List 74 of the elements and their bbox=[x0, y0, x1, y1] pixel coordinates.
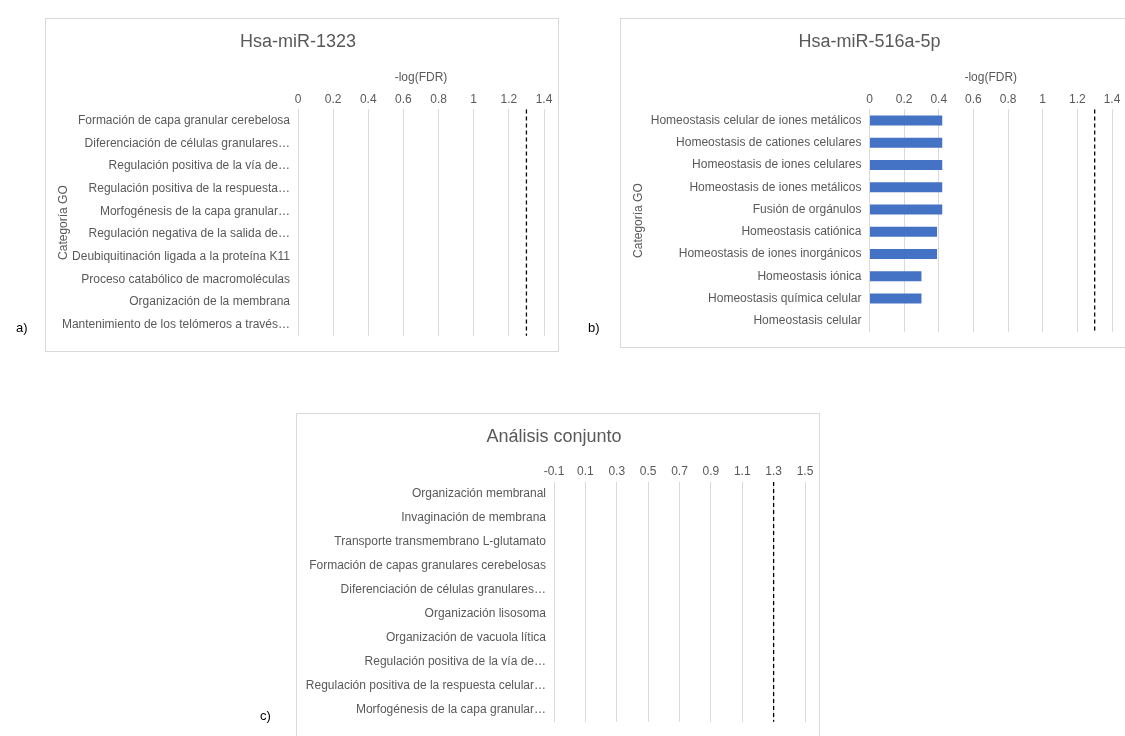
x-tick-label: 0 bbox=[866, 91, 874, 106]
x-tick-label: 0.9 bbox=[702, 464, 720, 479]
y-tick-label: Regulación negativa de la salida de… bbox=[88, 226, 290, 241]
x-axis-title: -log(FDR) bbox=[394, 70, 448, 85]
x-tick-label: 1.3 bbox=[765, 464, 783, 479]
x-tick-label: -0.1 bbox=[543, 464, 565, 479]
y-tick-label: Homeostasis celular bbox=[753, 312, 862, 327]
chart-title: Hsa-miR-1323 bbox=[239, 30, 357, 51]
x-tick-label: 0.6 bbox=[395, 91, 413, 106]
y-tick-label: Diferenciación de células granulares… bbox=[84, 135, 290, 150]
y-tick-label: Transporte transmembrano L-glutamato bbox=[334, 534, 547, 549]
y-tick-label: Organización de vacuola lítica bbox=[385, 630, 547, 645]
y-tick-label: Homeostasis de iones celulares bbox=[692, 157, 862, 172]
y-axis-title: Categoría GO bbox=[630, 183, 645, 258]
x-tick-label: 0.6 bbox=[965, 91, 983, 106]
x-tick-label: 0.1 bbox=[577, 464, 595, 479]
y-tick-label: Regulación positiva de la vía de… bbox=[108, 158, 290, 173]
y-tick-label: Homeostasis iónica bbox=[757, 268, 862, 283]
bar bbox=[870, 271, 922, 282]
y-tick-label: Regulación positiva de la respuesta celular… bbox=[305, 678, 546, 693]
y-tick-label: Morfogénesis de la capa granular… bbox=[355, 702, 546, 717]
y-tick-label: Mantenimiento de los telómeros a través… bbox=[61, 316, 290, 331]
y-tick-label: Invaginación de membrana bbox=[401, 510, 547, 525]
x-tick-label: 0.2 bbox=[895, 91, 913, 106]
y-tick-label: Homeostasis de iones metálicos bbox=[689, 179, 862, 194]
text: c) bbox=[260, 708, 271, 723]
y-tick-label: Proceso catabólico de macromoléculas bbox=[81, 271, 290, 286]
y-tick-label: Homeostasis química celular bbox=[708, 290, 862, 305]
y-tick-label: Homeostasis celular de iones metálicos bbox=[650, 112, 862, 127]
x-tick-label: 1.5 bbox=[796, 464, 814, 479]
text: b) bbox=[588, 320, 600, 335]
x-tick-label: 1.2 bbox=[500, 91, 518, 106]
x-tick-label: 0.7 bbox=[671, 464, 689, 479]
bar bbox=[870, 226, 938, 237]
x-tick-label: 1.1 bbox=[733, 464, 751, 479]
y-tick-label: Regulación positiva de la respuesta… bbox=[88, 180, 290, 195]
y-tick-label: Fusión de orgánulos bbox=[752, 201, 862, 216]
x-tick-label: 0.8 bbox=[999, 91, 1017, 106]
y-tick-label: Organización membranal bbox=[411, 486, 546, 501]
bar bbox=[870, 204, 943, 215]
y-tick-label: Organización de la membrana bbox=[129, 294, 291, 309]
x-tick-label: 0 bbox=[294, 91, 302, 106]
y-tick-label: Formación de capa granular cerebelosa bbox=[77, 113, 291, 128]
x-tick-label: 0.4 bbox=[359, 91, 377, 106]
y-tick-label: Homeostasis de cationes celulares bbox=[676, 135, 862, 150]
bar bbox=[870, 248, 938, 259]
y-tick-label: Homeostasis catiónica bbox=[741, 224, 862, 239]
x-tick-label: 1.4 bbox=[535, 91, 553, 106]
y-tick-label: Regulación positiva de la vía de… bbox=[364, 654, 546, 669]
x-tick-label: 0.8 bbox=[430, 91, 448, 106]
chart-title: Análisis conjunto bbox=[486, 425, 622, 446]
bar bbox=[870, 160, 943, 170]
y-tick-label: Diferenciación de células granulares… bbox=[340, 582, 546, 597]
x-tick-label: 0.5 bbox=[639, 464, 657, 479]
y-tick-label: Morfogénesis de la capa granular… bbox=[99, 203, 290, 218]
x-tick-label: 1.2 bbox=[1069, 91, 1087, 106]
bar bbox=[870, 137, 943, 148]
bar bbox=[870, 293, 922, 304]
x-axis-title: -log(FDR) bbox=[964, 70, 1018, 85]
x-tick-label: 1.4 bbox=[1103, 91, 1121, 106]
y-tick-label: Deubiquitinación ligada a la proteína K11 bbox=[72, 248, 291, 263]
y-tick-label: Organización lisosoma bbox=[424, 606, 547, 621]
x-tick-label: 0.3 bbox=[608, 464, 626, 479]
x-tick-label: 0.2 bbox=[324, 91, 342, 106]
y-tick-label: Homeostasis de iones inorgánicos bbox=[678, 246, 862, 261]
bar bbox=[870, 115, 943, 126]
text: a) bbox=[16, 320, 28, 335]
x-tick-label: 1 bbox=[1039, 91, 1047, 106]
y-tick-label: Formación de capas granulares cerebelosas bbox=[309, 558, 546, 573]
bar bbox=[870, 182, 943, 193]
x-tick-label: 1 bbox=[470, 91, 478, 106]
x-tick-label: 0.4 bbox=[930, 91, 948, 106]
y-axis-title: Categoría GO bbox=[55, 185, 70, 260]
chart-title: Hsa-miR-516a-5p bbox=[798, 30, 941, 51]
